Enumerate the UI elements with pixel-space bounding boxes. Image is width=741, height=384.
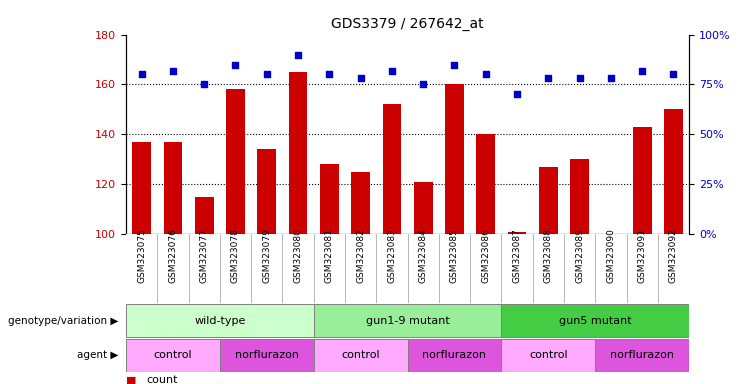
Bar [502, 304, 689, 337]
Point [323, 71, 335, 78]
Bar [220, 339, 313, 372]
Bar [195, 197, 213, 234]
Point [417, 81, 429, 88]
Bar [664, 109, 683, 234]
Bar [633, 127, 651, 234]
Text: agent ▶: agent ▶ [77, 350, 119, 360]
Point [511, 91, 523, 98]
Text: gun1-9 mutant: gun1-9 mutant [365, 316, 450, 326]
Bar [126, 304, 313, 337]
Text: norflurazon: norflurazon [610, 350, 674, 360]
Point [136, 71, 147, 78]
Point [480, 71, 492, 78]
Bar [445, 84, 464, 234]
Point [230, 61, 242, 68]
Text: gun5 mutant: gun5 mutant [559, 316, 631, 326]
Bar [382, 104, 402, 234]
Text: count: count [147, 375, 179, 384]
Point [292, 51, 304, 58]
Bar [408, 339, 502, 372]
Text: genotype/variation ▶: genotype/variation ▶ [8, 316, 119, 326]
Point [199, 81, 210, 88]
Bar [313, 304, 502, 337]
Title: GDS3379 / 267642_at: GDS3379 / 267642_at [331, 17, 484, 31]
Bar [289, 72, 308, 234]
Bar [539, 167, 558, 234]
Text: control: control [342, 350, 380, 360]
Bar [132, 142, 151, 234]
Text: wild-type: wild-type [194, 316, 245, 326]
Point [386, 68, 398, 74]
Point [261, 71, 273, 78]
Bar [351, 172, 370, 234]
Bar [508, 232, 526, 234]
Text: ■: ■ [126, 375, 136, 384]
Bar [164, 142, 182, 234]
Bar [413, 182, 433, 234]
Bar [571, 159, 589, 234]
Bar [502, 339, 595, 372]
Point [167, 68, 179, 74]
Bar [595, 339, 689, 372]
Bar [226, 89, 245, 234]
Bar [126, 339, 220, 372]
Bar [320, 164, 339, 234]
Point [542, 75, 554, 81]
Text: norflurazon: norflurazon [422, 350, 487, 360]
Point [637, 68, 648, 74]
Point [355, 75, 367, 81]
Bar [476, 134, 495, 234]
Text: control: control [153, 350, 192, 360]
Bar [257, 149, 276, 234]
Bar [313, 339, 408, 372]
Point [448, 61, 460, 68]
Text: control: control [529, 350, 568, 360]
Point [605, 75, 617, 81]
Text: norflurazon: norflurazon [235, 350, 299, 360]
Point [574, 75, 585, 81]
Point [668, 71, 679, 78]
